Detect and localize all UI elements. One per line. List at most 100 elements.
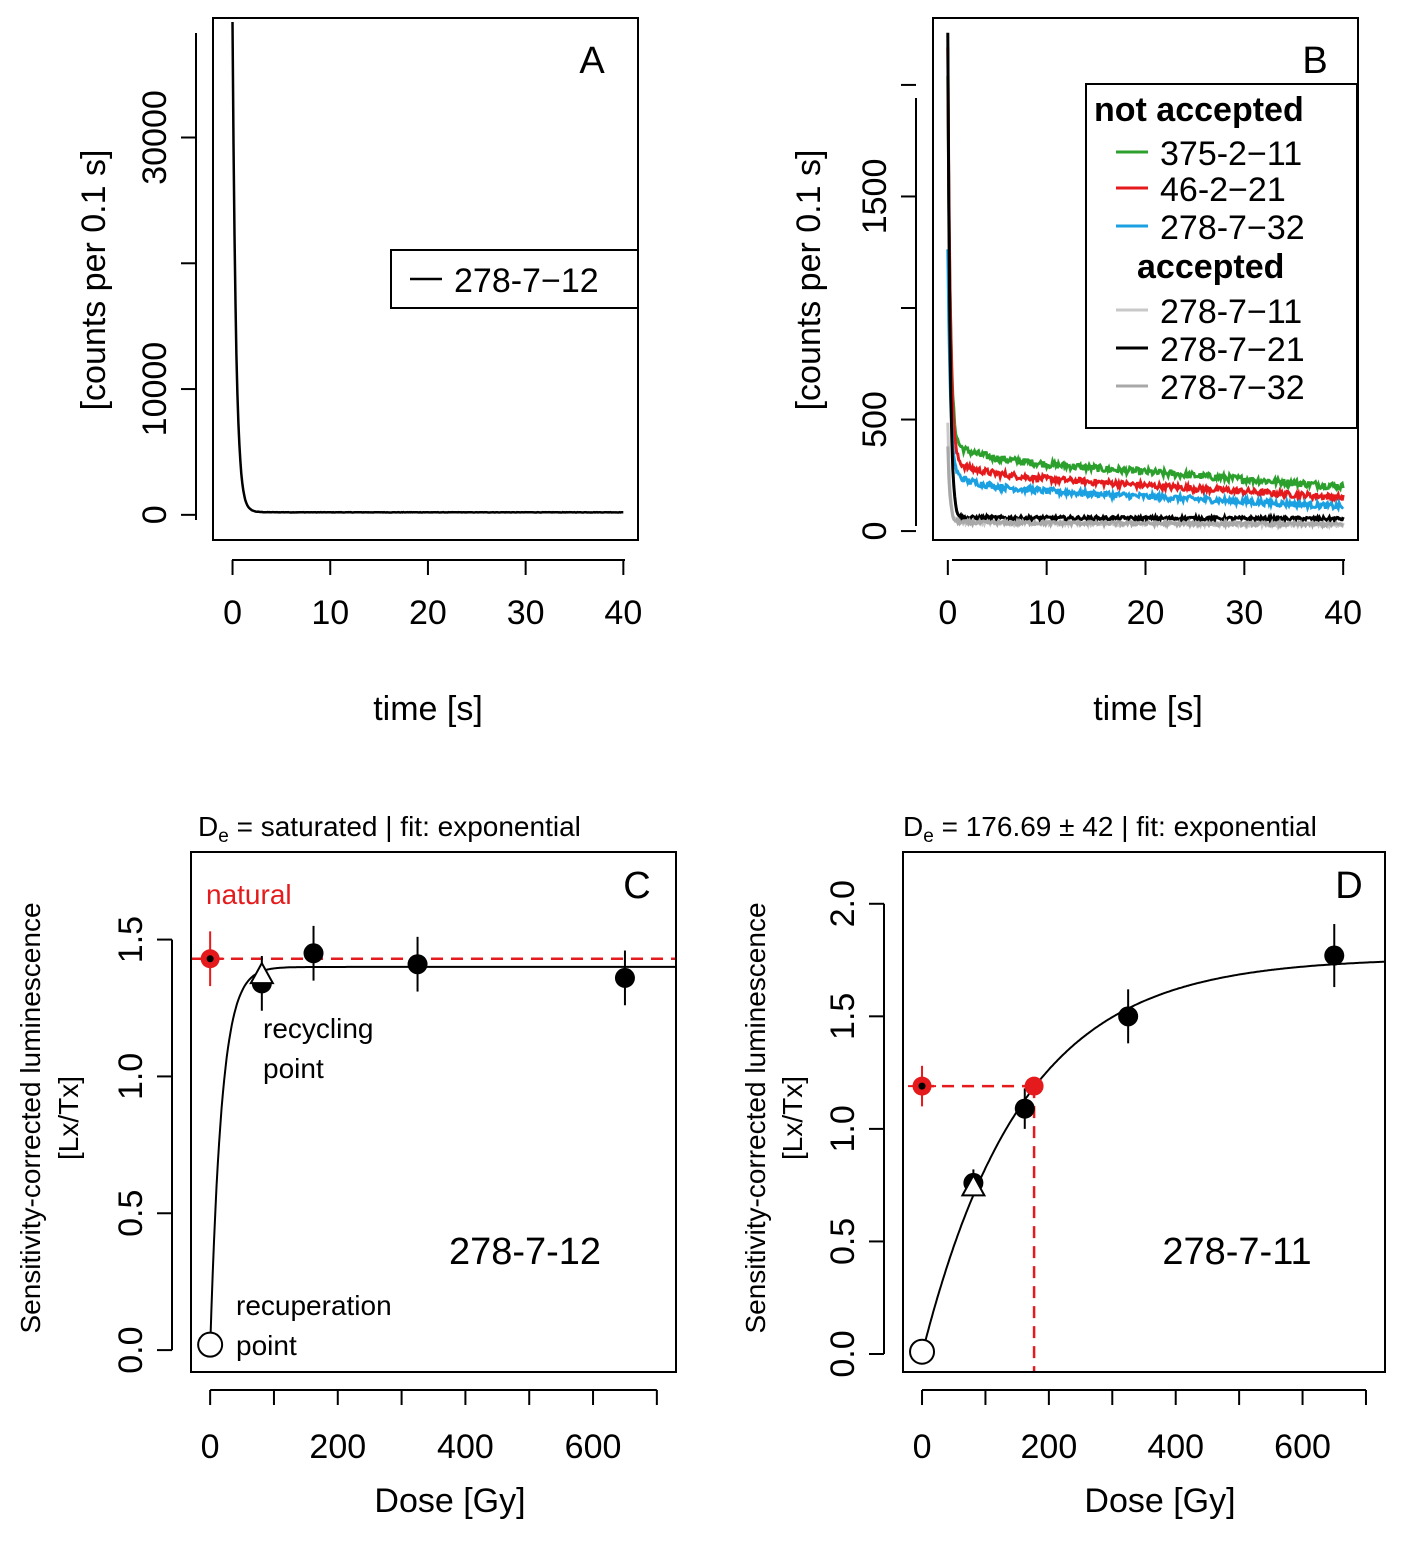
y-tick-label: 10000 — [136, 342, 174, 437]
panel-b-legend-group-accepted: accepted — [1137, 248, 1284, 286]
panel-d-title-rest: = 176.69 ± 42 | fit: exponential — [934, 811, 1317, 842]
regen-point — [1118, 1006, 1139, 1027]
y-tick-label: 1.0 — [824, 1105, 862, 1152]
panel-b: 0 10 20 30 40 0 500 1500 time [s] [counts per … — [790, 17, 1362, 728]
x-tick-label: 20 — [409, 594, 447, 632]
panel-c-y-axis-label-units: [Lx/Tx] — [53, 1076, 84, 1160]
panel-d-title: De = 176.69 ± 42 | fit: exponential — [903, 811, 1317, 847]
panel-d: De = 176.69 ± 42 | fit: exponential 0 200… — [740, 811, 1386, 1520]
x-tick-label: 30 — [507, 594, 545, 632]
x-tick-label: 400 — [437, 1428, 494, 1466]
panel-b-legend-entry: 278-7−21 — [1160, 331, 1305, 369]
recycling-point — [960, 1173, 987, 1197]
panel-c-title: De = saturated | fit: exponential — [198, 811, 581, 847]
panel-b-legend-entry: 278-7−11 — [1160, 293, 1302, 331]
panel-b-legend-box — [1085, 83, 1358, 429]
panel-b-legend-entry: 375-2−11 — [1160, 135, 1302, 173]
y-tick-label: 2.0 — [824, 880, 862, 927]
panel-b-label: B — [1302, 40, 1327, 82]
recuperation-point — [909, 1338, 936, 1365]
panel-a: 0 10 20 30 40 0 10000 30000 A time [s] [counts… — [75, 17, 642, 728]
x-tick-label: 10 — [311, 594, 349, 632]
panel-b-label-bg — [1290, 22, 1354, 80]
panel-c-recuperation-label-line1: recuperation — [236, 1290, 392, 1321]
y-tick-label: 30000 — [136, 90, 174, 185]
natural-point-center — [918, 1082, 926, 1090]
regen-point — [303, 943, 324, 964]
y-tick-label: 1.0 — [112, 1053, 150, 1100]
x-tick-label: 30 — [1225, 594, 1263, 632]
panel-b-y-axis-label: [counts per 0.1 s] — [790, 150, 828, 411]
panel-c-title-main: D — [198, 811, 218, 842]
panel-a-x-axis-label: time [s] — [373, 690, 483, 728]
x-tick-label: 0 — [913, 1428, 932, 1466]
x-tick-label: 200 — [309, 1428, 366, 1466]
panel-c-recycling-label-line1: recycling — [263, 1013, 373, 1044]
panel-d-sample-label: 278-7-11 — [1162, 1231, 1311, 1273]
panel-b-legend: not accepted 375-2−11 46-2−21 278-7−32 a… — [1085, 83, 1358, 429]
x-tick-label: 0 — [938, 594, 957, 632]
y-tick-label: 0 — [856, 522, 894, 541]
fit-curve — [209, 965, 676, 1351]
y-tick-label: 1.5 — [112, 916, 150, 963]
panel-d-y-axis-label-units: [Lx/Tx] — [777, 1076, 808, 1160]
y-tick-label: 0.0 — [112, 1326, 150, 1373]
panel-a-label: A — [579, 40, 605, 82]
panel-c-plot-frame — [190, 851, 677, 1373]
panel-a-x-axis: 0 10 20 30 40 — [223, 559, 642, 632]
panel-b-curves — [946, 32, 1345, 531]
de-point — [1024, 1076, 1044, 1096]
y-tick-label: 500 — [856, 391, 894, 448]
panel-d-y-axis: 0.0 0.5 1.0 1.5 2.0 — [824, 880, 885, 1378]
panel-a-curves — [231, 21, 624, 514]
panel-b-legend-group-not-accepted: not accepted — [1094, 91, 1304, 129]
fit-curve — [921, 960, 1386, 1355]
panel-c-title-sub: e — [218, 826, 229, 847]
panel-b-legend-entry: 46-2−21 — [1160, 171, 1286, 209]
curve-375-2-11 — [946, 75, 1345, 494]
panel-b-legend-entry: 278-7−32 — [1160, 209, 1305, 247]
panel-c-label: C — [623, 865, 650, 907]
x-tick-label: 400 — [1147, 1428, 1204, 1466]
y-tick-label: 0 — [136, 505, 174, 524]
natural-point-center — [206, 955, 214, 963]
curve-278-7-12 — [231, 21, 624, 514]
regen-point — [1014, 1098, 1035, 1119]
x-tick-label: 10 — [1028, 594, 1066, 632]
regen-point — [407, 954, 428, 975]
y-tick-label: 0.5 — [112, 1190, 150, 1237]
regen-point — [1324, 945, 1345, 966]
panel-d-label: D — [1335, 865, 1362, 907]
panel-b-y-axis: 0 500 1500 — [856, 83, 917, 541]
regen-point — [614, 967, 635, 988]
panel-b-x-axis-label: time [s] — [1093, 690, 1203, 728]
panel-d-title-sub: e — [923, 826, 934, 847]
y-tick-label: 0.5 — [824, 1218, 862, 1265]
panel-c: De = saturated | fit: exponential 0 200 40… — [15, 811, 677, 1520]
curve-46-2-21 — [946, 47, 1345, 506]
panel-c-title-rest: = saturated | fit: exponential — [229, 811, 581, 842]
panel-a-y-axis: 0 10000 30000 — [136, 33, 197, 524]
x-tick-label: 600 — [565, 1428, 622, 1466]
panel-d-title-main: D — [903, 811, 923, 842]
y-tick-label: 1500 — [856, 159, 894, 235]
panel-c-x-axis-label: Dose [Gy] — [374, 1482, 525, 1520]
panel-b-legend-entry: 278-7−32 — [1160, 369, 1305, 407]
x-tick-label: 200 — [1021, 1428, 1078, 1466]
x-tick-label: 20 — [1127, 594, 1165, 632]
panel-a-legend: 278-7−12 — [390, 249, 639, 309]
panel-d-x-axis-label: Dose [Gy] — [1084, 1482, 1235, 1520]
x-tick-label: 0 — [223, 594, 242, 632]
panel-c-plot — [191, 925, 676, 1358]
curve-278-7-21 — [946, 32, 1345, 526]
x-tick-label: 0 — [201, 1428, 220, 1466]
panel-d-x-axis: 0 200 400 600 — [913, 1389, 1367, 1466]
panel-a-legend-entry: 278-7−12 — [454, 262, 599, 300]
panel-b-x-axis: 0 10 20 30 40 — [938, 559, 1362, 632]
panel-c-natural-label: natural — [206, 879, 292, 910]
panel-c-y-axis-label: Sensitivity-corrected luminescence — [15, 902, 46, 1333]
panel-c-recuperation-label-line2: point — [236, 1330, 297, 1361]
panel-d-plot — [908, 924, 1386, 1372]
x-tick-label: 40 — [1324, 594, 1362, 632]
